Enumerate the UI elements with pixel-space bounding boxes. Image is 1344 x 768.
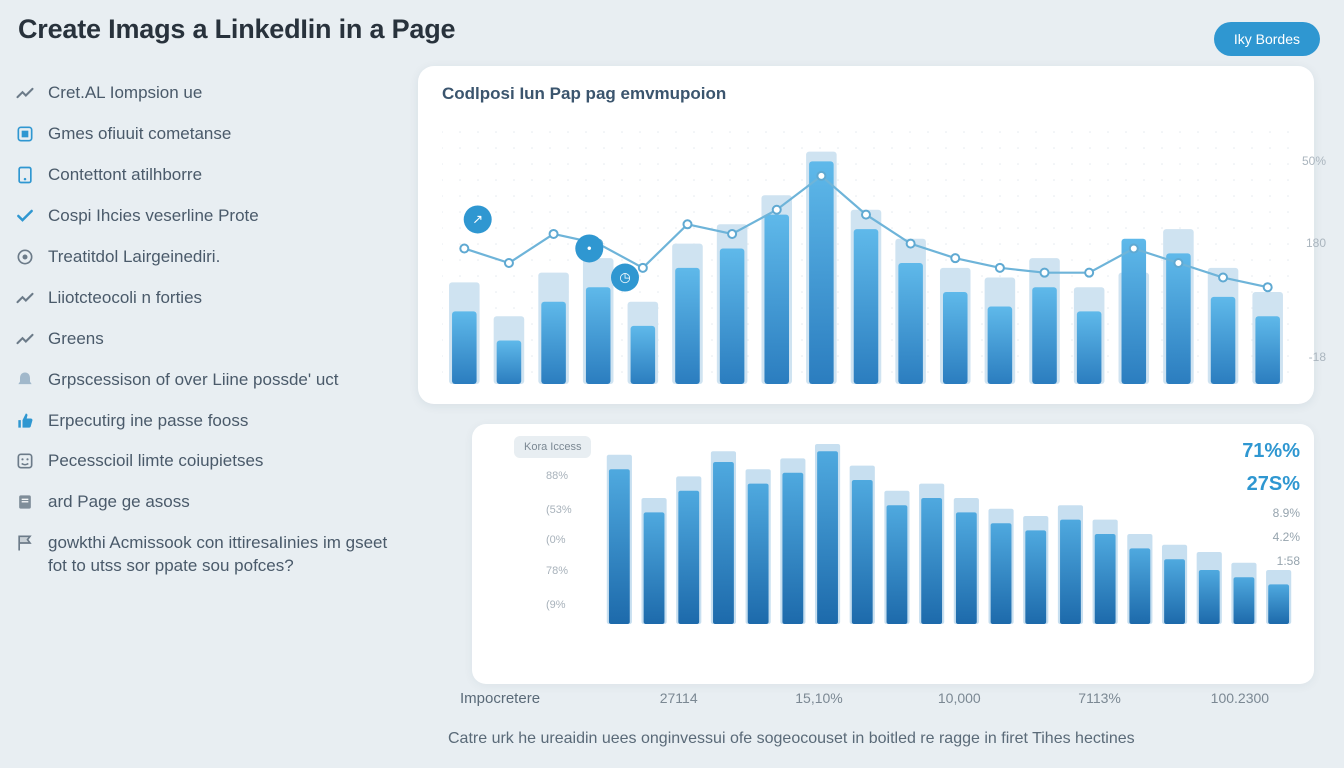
sidebar-item-label: Cospi Ihcies veserline Prote bbox=[48, 205, 259, 228]
box-icon bbox=[14, 123, 36, 145]
title-part-2: a LinkedIin in a bbox=[192, 14, 391, 44]
sidebar-item[interactable]: Greens bbox=[14, 328, 394, 351]
chart2-stat: 8.9% bbox=[1242, 506, 1300, 520]
chart2-right-stats: 71%% 27S% 8.9% 4.2% 1:58 bbox=[1242, 440, 1300, 568]
chart2-ytick: 78% bbox=[546, 565, 568, 577]
footer-caption: Catre urk he ureaidin uees onginvessui o… bbox=[448, 730, 1135, 748]
chart1-ytick: -18 bbox=[1309, 350, 1326, 364]
chart2-ytick: (9% bbox=[546, 599, 566, 611]
chart2-xtick: 15,10% bbox=[749, 690, 889, 706]
trend-icon bbox=[14, 328, 36, 350]
sidebar: Cret.AL Iompsion ue Gmes ofiuuit cometans… bbox=[14, 82, 394, 578]
title-part-1: Create Imags bbox=[18, 14, 192, 44]
doc-icon bbox=[14, 491, 36, 513]
thumb-icon bbox=[14, 410, 36, 432]
sidebar-item-label: ard Page ge asoss bbox=[48, 491, 190, 514]
sidebar-item[interactable]: Pecesscioil limte coiupietses bbox=[14, 450, 394, 473]
chart-card-1: Codlposi Iun Pap pag emvmupoion ↗ • ◷ 50… bbox=[418, 66, 1314, 404]
chart1-plot: ↗ • ◷ 50%180-18 bbox=[442, 112, 1290, 384]
sidebar-item[interactable]: Cret.AL Iompsion ue bbox=[14, 82, 394, 105]
chart2-plot: Kora Iccess 88%(53%(0%78%(9% 71%%27S%8.9… bbox=[602, 434, 1296, 624]
title-part-3: Page bbox=[392, 14, 456, 44]
sidebar-item[interactable]: Grpscessison of over Liine possde' uct bbox=[14, 369, 394, 392]
chart2-xaxis: Impocretere 27114 15,10% 10,000 7113% 10… bbox=[460, 690, 1310, 707]
bell-icon bbox=[14, 369, 36, 391]
top-action-button[interactable]: Iky Bordes bbox=[1214, 22, 1320, 56]
sidebar-item[interactable]: Erpecutirg ine passe fooss bbox=[14, 410, 394, 433]
sidebar-item-label: Grpscessison of over Liine possde' uct bbox=[48, 369, 339, 392]
page-title: Create Imags a LinkedIin in a Page bbox=[18, 14, 455, 45]
chart2-ytick: 88% bbox=[546, 470, 568, 482]
chart2-ytick: (0% bbox=[546, 534, 566, 546]
svg-text:◷: ◷ bbox=[619, 270, 630, 285]
chart2-xtick: 7113% bbox=[1029, 690, 1169, 706]
sidebar-item[interactable]: Contettont atilhborre bbox=[14, 164, 394, 187]
chart2-stat: 4.2% bbox=[1242, 530, 1300, 544]
sidebar-item-label: Liiotcteocoli n forties bbox=[48, 287, 202, 310]
sidebar-item-label: Contettont atilhborre bbox=[48, 164, 202, 187]
chart2-stat: 71%% bbox=[1242, 440, 1300, 463]
sidebar-item-label: Treatitdol Lairgeinediri. bbox=[48, 246, 220, 269]
chart-card-2: Kora Iccess 88% (53% (0% 78% (9% 71%% 27S% 8.9… bbox=[472, 424, 1314, 684]
sidebar-item[interactable]: Liiotcteocoli n forties bbox=[14, 287, 394, 310]
sidebar-item-label: Erpecutirg ine passe fooss bbox=[48, 410, 248, 433]
sidebar-item-label: Cret.AL Iompsion ue bbox=[48, 82, 202, 105]
chart2-xtick: 10,000 bbox=[889, 690, 1029, 706]
sidebar-item[interactable]: Cospi Ihcies veserline Prote bbox=[14, 205, 394, 228]
chart2-xtick: 100.2300 bbox=[1170, 690, 1310, 706]
trend-icon bbox=[14, 287, 36, 309]
sidebar-item[interactable]: Treatitdol Lairgeinediri. bbox=[14, 246, 394, 269]
sidebar-item-label: Gmes ofiuuit cometanse bbox=[48, 123, 231, 146]
sidebar-item[interactable]: ard Page ge asoss bbox=[14, 491, 394, 514]
svg-text:•: • bbox=[587, 240, 592, 255]
sidebar-item[interactable]: gowkthi Acmissook con ittiresaIinies im … bbox=[14, 532, 394, 578]
chart2-pill: Kora Iccess bbox=[514, 436, 591, 458]
chart1-ytick: 180 bbox=[1306, 236, 1326, 250]
device-icon bbox=[14, 164, 36, 186]
chart2-xtick: 27114 bbox=[609, 690, 749, 706]
sidebar-item-label: gowkthi Acmissook con ittiresaIinies im … bbox=[48, 532, 394, 578]
target-icon bbox=[14, 246, 36, 268]
trend-icon bbox=[14, 82, 36, 104]
chart1-title: Codlposi Iun Pap pag emvmupoion bbox=[442, 84, 1290, 104]
check-icon bbox=[14, 205, 36, 227]
chart2-ytick: (53% bbox=[546, 504, 572, 516]
chart2-stat: 1:58 bbox=[1242, 554, 1300, 568]
svg-text:↗: ↗ bbox=[472, 211, 483, 226]
face-icon bbox=[14, 450, 36, 472]
chart1-ytick: 50% bbox=[1302, 154, 1326, 168]
sidebar-item[interactable]: Gmes ofiuuit cometanse bbox=[14, 123, 394, 146]
chart2-stat: 27S% bbox=[1242, 473, 1300, 496]
sidebar-item-label: Greens bbox=[48, 328, 104, 351]
sidebar-item-label: Pecesscioil limte coiupietses bbox=[48, 450, 263, 473]
flag-icon bbox=[14, 532, 36, 554]
chart2-xaxis-label: Impocretere bbox=[460, 690, 609, 707]
